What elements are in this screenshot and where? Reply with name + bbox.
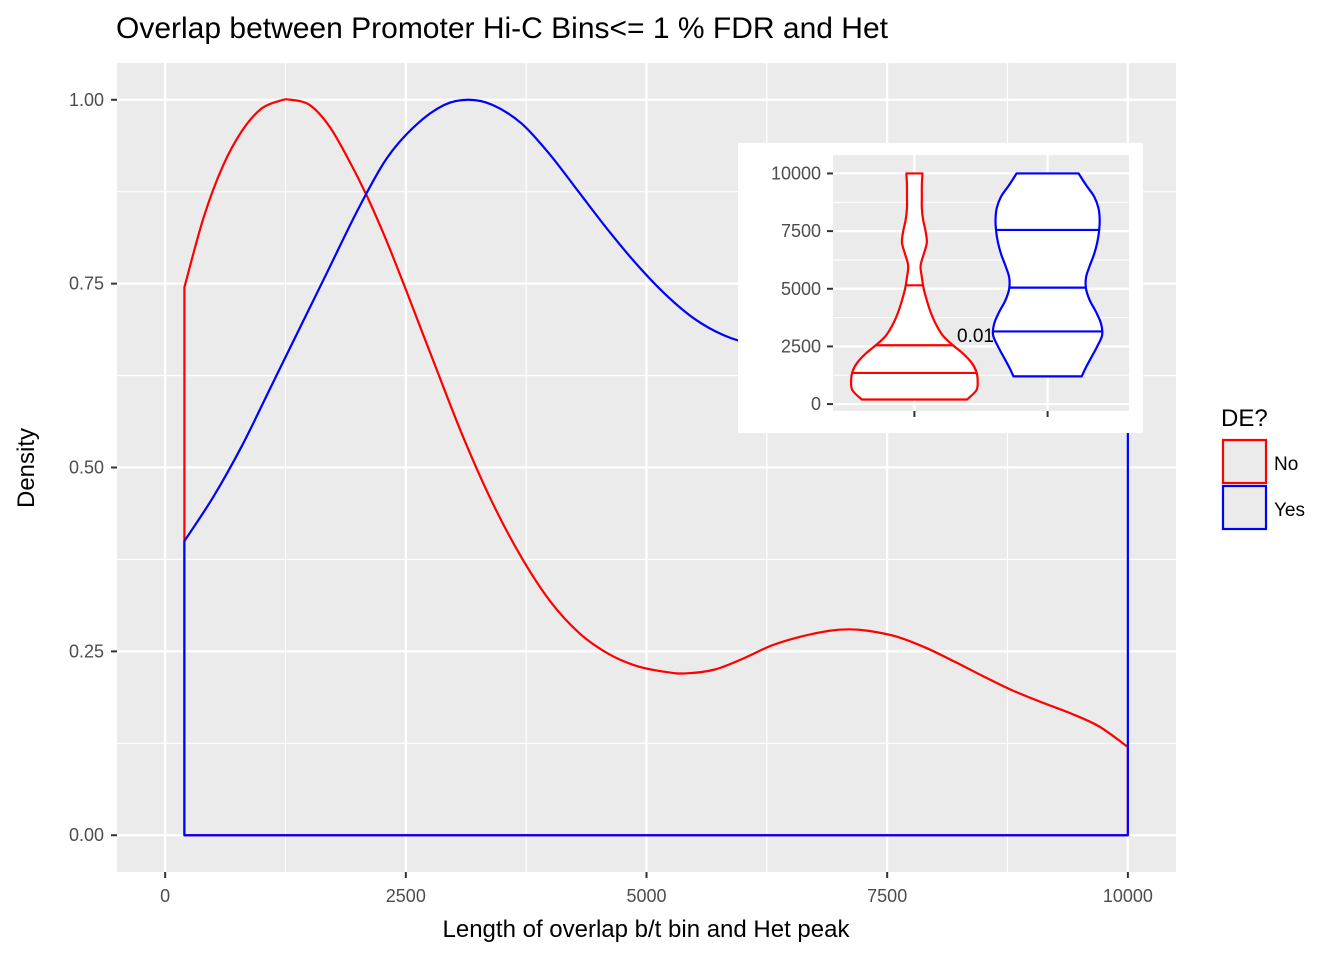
y-tick-label: 0.00 xyxy=(69,825,104,845)
legend-entries: No Yes xyxy=(1221,438,1305,531)
legend-key-no xyxy=(1221,438,1268,485)
legend-label-yes: Yes xyxy=(1274,500,1305,521)
legend-label-no: No xyxy=(1274,454,1298,475)
x-axis-ticks: 0 2500 5000 7500 10000 xyxy=(160,872,1153,906)
x-tick-label: 7500 xyxy=(867,886,907,906)
p-value-annotation: 0.01 xyxy=(957,326,994,347)
inset-x-axis-ticks xyxy=(913,411,1049,417)
y-tick-label: 0.25 xyxy=(69,641,104,661)
y-axis-ticks: 0.00 0.25 0.50 0.75 1.00 xyxy=(69,90,117,845)
x-axis-title: Length of overlap b/t bin and Het peak xyxy=(443,916,851,943)
legend: DE? No Yes xyxy=(1221,405,1305,531)
legend-title: DE? xyxy=(1221,405,1268,432)
legend-key-yes xyxy=(1221,484,1268,531)
inset-y-tick-label: 7500 xyxy=(781,221,821,241)
y-tick-label: 0.50 xyxy=(69,458,104,478)
x-tick-label: 0 xyxy=(160,886,170,906)
inset-violin-plot: 0 2500 5000 7500 10000 0.01 xyxy=(738,143,1143,433)
x-tick-label: 10000 xyxy=(1103,886,1153,906)
y-tick-label: 1.00 xyxy=(69,90,104,110)
y-tick-label: 0.75 xyxy=(69,274,104,294)
inset-y-tick-label: 2500 xyxy=(781,336,821,356)
violin-no xyxy=(849,172,979,401)
inset-y-tick-label: 10000 xyxy=(771,163,821,183)
inset-violins xyxy=(849,172,1104,401)
violin-yes xyxy=(991,172,1104,378)
x-tick-label: 5000 xyxy=(626,886,666,906)
y-axis-title: Density xyxy=(13,428,40,508)
chart-title: Overlap between Promoter Hi-C Bins<= 1 %… xyxy=(116,12,889,45)
inset-y-tick-label: 0 xyxy=(811,394,821,414)
inset-y-tick-label: 5000 xyxy=(781,279,821,299)
x-tick-label: 2500 xyxy=(386,886,426,906)
inset-y-axis-ticks: 0 2500 5000 7500 10000 xyxy=(771,163,833,414)
density-curve-no xyxy=(183,98,1129,837)
